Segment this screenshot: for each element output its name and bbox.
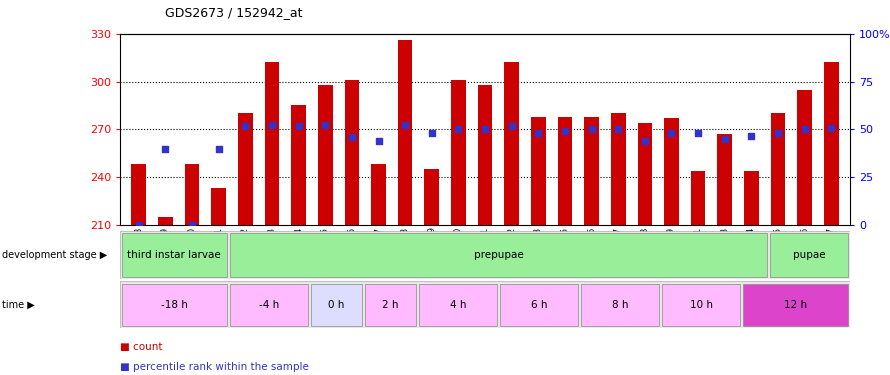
Text: 2 h: 2 h [382, 300, 399, 310]
Bar [611, 113, 626, 225]
Text: development stage ▶: development stage ▶ [2, 250, 107, 260]
Point [664, 130, 678, 136]
Bar [662, 284, 740, 326]
Point [691, 130, 705, 136]
Point [638, 138, 652, 144]
Point [318, 122, 332, 128]
Point [398, 122, 412, 128]
Bar [531, 117, 546, 225]
Point [478, 126, 492, 132]
Bar [122, 233, 227, 277]
Bar [344, 80, 360, 225]
Bar [365, 284, 416, 326]
Bar [158, 217, 173, 225]
Text: 8 h: 8 h [612, 300, 628, 310]
Text: time ▶: time ▶ [2, 300, 35, 310]
Point [425, 130, 439, 136]
Point [717, 136, 732, 142]
Text: 4 h: 4 h [449, 300, 466, 310]
Bar [311, 284, 362, 326]
Text: 0 h: 0 h [328, 300, 344, 310]
Point [451, 126, 465, 132]
Bar [230, 284, 308, 326]
Bar [500, 284, 578, 326]
Bar [581, 284, 659, 326]
Bar [122, 284, 227, 326]
Bar [505, 63, 519, 225]
Point [558, 128, 572, 134]
Point [531, 130, 546, 136]
Point [239, 123, 253, 129]
Text: ■ percentile rank within the sample: ■ percentile rank within the sample [120, 363, 309, 372]
Bar [318, 85, 333, 225]
Point [744, 133, 758, 139]
Text: -4 h: -4 h [259, 300, 279, 310]
Point [292, 123, 306, 129]
Text: ■ count: ■ count [120, 342, 163, 352]
Point [771, 130, 785, 136]
Bar [637, 123, 652, 225]
Point [158, 146, 173, 152]
Bar [291, 105, 306, 225]
Text: pupae: pupae [793, 250, 826, 260]
Point [212, 146, 226, 152]
Text: GDS2673 / 152942_at: GDS2673 / 152942_at [165, 6, 302, 19]
Bar [371, 164, 386, 225]
Bar [771, 113, 785, 225]
Bar [717, 134, 732, 225]
Point [371, 138, 385, 144]
Text: 6 h: 6 h [530, 300, 547, 310]
Bar [451, 80, 465, 225]
Point [611, 126, 626, 132]
Bar [771, 233, 848, 277]
Point [344, 134, 359, 140]
Text: prepupae: prepupae [473, 250, 523, 260]
Bar [797, 90, 812, 225]
Text: 10 h: 10 h [690, 300, 713, 310]
Bar [478, 85, 492, 225]
Point [585, 126, 599, 132]
Point [185, 222, 199, 228]
Bar [120, 231, 850, 279]
Bar [744, 171, 759, 225]
Text: -18 h: -18 h [161, 300, 188, 310]
Bar [398, 40, 412, 225]
Bar [212, 188, 226, 225]
Text: third instar larvae: third instar larvae [127, 250, 221, 260]
Bar [743, 284, 848, 326]
Bar [185, 164, 199, 225]
Bar [120, 281, 850, 328]
Bar [824, 63, 838, 225]
Bar [425, 169, 439, 225]
Bar [584, 117, 599, 225]
Point [797, 126, 812, 132]
Bar [558, 117, 572, 225]
Point [505, 123, 519, 129]
Point [265, 122, 279, 128]
Bar [238, 113, 253, 225]
Bar [230, 233, 767, 277]
Bar [264, 63, 279, 225]
Bar [664, 118, 679, 225]
Bar [132, 164, 146, 225]
Point [132, 222, 146, 228]
Point [824, 125, 838, 131]
Text: 12 h: 12 h [784, 300, 807, 310]
Bar [419, 284, 498, 326]
Bar [691, 171, 706, 225]
